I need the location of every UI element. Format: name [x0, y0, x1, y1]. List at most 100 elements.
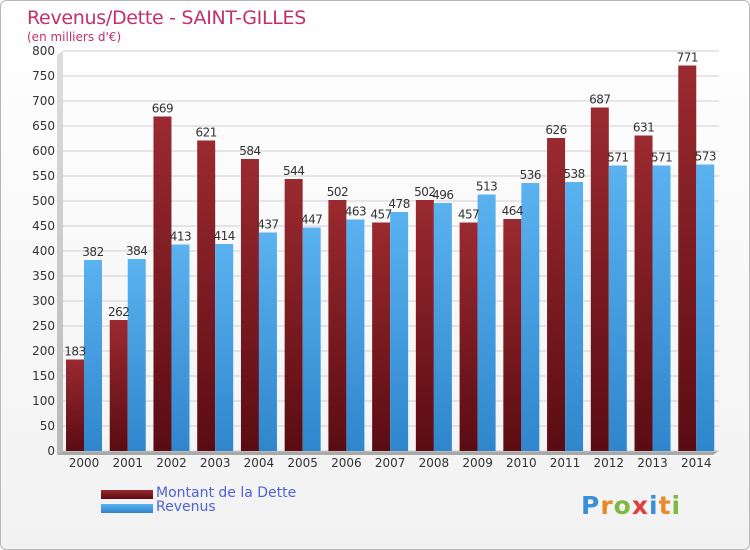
bar-dette: [678, 65, 697, 451]
x-tick-label: 2000: [69, 456, 100, 470]
x-tick-label: 2008: [419, 456, 450, 470]
axis-floor: [57, 451, 719, 455]
bar-dette: [634, 135, 653, 451]
y-tick-label: 650: [32, 119, 55, 133]
legend-swatch-revenus: [101, 504, 153, 513]
bar-revenus: [477, 194, 496, 451]
x-tick-label: 2002: [156, 456, 187, 470]
y-tick-label: 750: [32, 69, 55, 83]
bar-revenus: [127, 259, 146, 451]
x-tick-label: 2006: [331, 456, 362, 470]
legend-label-dette: Montant de la Dette: [156, 485, 297, 501]
bar-dette: [284, 179, 303, 451]
legend-label-revenus: Revenus: [156, 499, 216, 515]
x-tick-label: 2001: [112, 456, 143, 470]
data-label-dette: 457: [370, 208, 391, 222]
bar-dette: [590, 107, 609, 451]
data-label-revenus: 571: [651, 151, 672, 165]
bar-dette: [459, 222, 478, 451]
chart-subtitle: (en milliers d'€): [27, 30, 122, 44]
bar-revenus: [390, 212, 409, 451]
logo-letter: i: [671, 491, 682, 520]
x-tick-label: 2014: [681, 456, 712, 470]
x-tick-label: 2005: [287, 456, 318, 470]
y-tick-label: 500: [32, 194, 55, 208]
bar-dette: [109, 320, 128, 451]
data-label-revenus: 536: [520, 168, 541, 182]
logo-letter: r: [600, 491, 614, 520]
legend-swatch-dette: [101, 490, 153, 499]
y-tick-label: 600: [32, 144, 55, 158]
bar-revenus: [433, 203, 452, 451]
bar-revenus: [652, 165, 671, 451]
data-label-revenus: 447: [301, 213, 322, 227]
bar-dette: [66, 359, 84, 451]
bar-dette: [547, 138, 566, 451]
y-tick-label: 550: [32, 169, 55, 183]
axis-wall: [57, 51, 63, 455]
data-label-dette: 687: [589, 93, 610, 107]
y-tick-label: 150: [32, 369, 55, 383]
data-label-revenus: 463: [345, 205, 366, 219]
y-tick-label: 0: [47, 444, 55, 458]
x-tick-label: 2013: [637, 456, 668, 470]
logo-letter: P: [581, 491, 601, 520]
logo-letter: t: [658, 491, 672, 520]
bar-dette: [415, 200, 434, 451]
data-label-dette: 262: [108, 305, 129, 319]
x-tick-label: 2007: [375, 456, 406, 470]
bar-revenus: [302, 227, 321, 451]
bar-dette: [503, 219, 522, 451]
bar-dette: [328, 200, 347, 451]
bar-revenus: [696, 164, 715, 451]
logo-letter: i: [649, 491, 659, 520]
data-label-revenus: 571: [607, 151, 628, 165]
data-label-dette: 631: [633, 121, 654, 135]
data-label-revenus: 382: [82, 245, 103, 259]
data-label-revenus: 538: [563, 167, 584, 181]
bar-revenus: [258, 232, 277, 451]
data-label-dette: 626: [545, 123, 566, 137]
y-tick-label: 450: [32, 219, 55, 233]
bar-dette: [372, 222, 391, 451]
x-tick-label: 2011: [550, 456, 581, 470]
bar-revenus: [215, 244, 234, 451]
x-tick-label: 2004: [244, 456, 275, 470]
data-label-dette: 584: [239, 144, 260, 158]
logo-letter: x: [631, 491, 649, 520]
proxiti-logo: Proxiti: [581, 491, 681, 520]
y-tick-label: 350: [32, 269, 55, 283]
data-label-dette: 621: [195, 126, 216, 140]
bar-dette: [240, 159, 259, 451]
bar-dette: [153, 116, 172, 451]
data-label-dette: 544: [283, 164, 304, 178]
data-label-revenus: 384: [126, 244, 147, 258]
bar-revenus: [346, 219, 365, 451]
bar-dette: [197, 140, 216, 451]
data-label-revenus: 573: [695, 150, 716, 164]
y-tick-label: 300: [32, 294, 55, 308]
x-tick-label: 2012: [594, 456, 625, 470]
data-label-dette: 457: [458, 208, 479, 222]
bar-revenus: [608, 165, 627, 451]
logo-letter: o: [613, 491, 632, 520]
data-label-revenus: 437: [257, 218, 278, 232]
data-label-dette: 183: [64, 345, 85, 359]
y-tick-label: 250: [32, 319, 55, 333]
data-label-dette: 502: [327, 185, 348, 199]
data-label-revenus: 414: [213, 229, 234, 243]
x-tick-label: 2010: [506, 456, 537, 470]
y-tick-label: 100: [32, 394, 55, 408]
x-tick-label: 2003: [200, 456, 231, 470]
data-label-dette: 669: [152, 102, 173, 116]
data-label-dette: 771: [677, 51, 698, 65]
y-tick-label: 400: [32, 244, 55, 258]
data-label-revenus: 413: [170, 230, 191, 244]
data-label-dette: 464: [502, 204, 523, 218]
y-tick-label: 200: [32, 344, 55, 358]
chart-title: Revenus/Dette - SAINT-GILLES: [27, 7, 307, 29]
bar-revenus: [565, 182, 584, 451]
x-tick-label: 2009: [462, 456, 493, 470]
